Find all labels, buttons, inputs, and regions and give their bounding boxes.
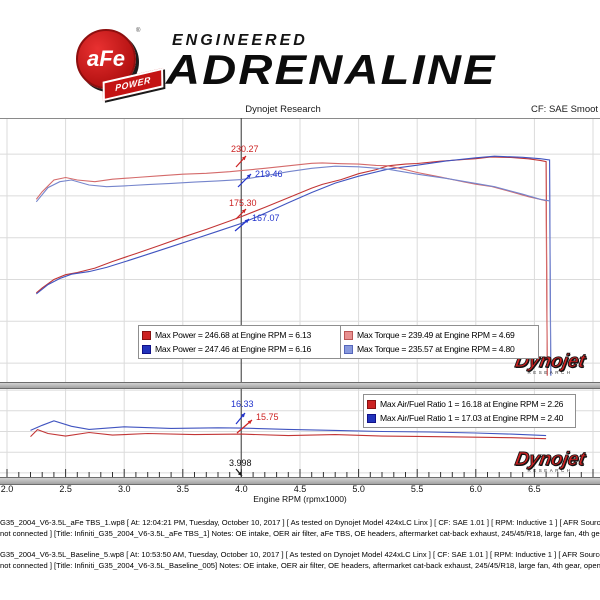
- x-tick-label: 4.5: [293, 484, 307, 494]
- title-adrenaline: ADRENALINE: [166, 46, 497, 93]
- afe-brand-text: aFe: [87, 46, 125, 71]
- legend-row: Max Air/Fuel Ratio 1 = 17.03 at Engine R…: [367, 411, 572, 425]
- legend-text: Max Air/Fuel Ratio 1 = 16.18 at Engine R…: [380, 399, 564, 409]
- x-tick-label: 2.0: [0, 484, 14, 494]
- legend-marker-icon: [367, 413, 376, 423]
- legend-text: Max Air/Fuel Ratio 1 = 17.03 at Engine R…: [380, 413, 564, 423]
- legend-box: Max Power = 246.68 at Engine RPM = 6.13 M…: [138, 325, 347, 359]
- annotation-arrowhead: [247, 420, 252, 425]
- annotation-label: 3.998: [229, 458, 252, 468]
- subtitle-dynojet-research: Dynojet Research: [245, 104, 321, 115]
- x-tick-label: 6.0: [469, 484, 483, 494]
- annotation-arrowhead: [241, 209, 246, 214]
- legend-marker-icon: [344, 344, 353, 354]
- afe-power-logo: aFe ® POWER: [70, 26, 180, 102]
- x-tick-label: 5.0: [352, 484, 365, 494]
- panel-divider-bar: [0, 382, 600, 389]
- registered-trademark-icon: ®: [136, 28, 141, 34]
- x-tick-label: 5.5: [410, 484, 424, 494]
- dynojet-watermark-sub: RESEARCH: [527, 370, 573, 375]
- series-line-torque-baseline: [35, 165, 552, 376]
- annotation-label: 16.33: [231, 399, 254, 409]
- x-tick-label: 4.0: [235, 484, 248, 494]
- x-tick-label: 3.5: [176, 484, 190, 494]
- legend-box: Max Torque = 239.49 at Engine RPM = 4.69…: [340, 325, 539, 359]
- run-info-line: not connected ] [Title: Infiniti_G35_200…: [0, 529, 600, 538]
- legend-row: Max Air/Fuel Ratio 1 = 16.18 at Engine R…: [367, 397, 572, 411]
- legend-text: Max Power = 247.46 at Engine RPM = 6.16: [155, 344, 312, 354]
- annotation-arrowhead: [246, 174, 251, 179]
- annotation-arrowhead: [244, 219, 249, 224]
- annotation-label: 175.30: [229, 198, 257, 208]
- legend-text: Max Torque = 239.49 at Engine RPM = 4.69: [357, 330, 515, 340]
- run-info-block-baseline: G35_2004_V6-3.5L_Baseline_5.wp8 [ At: 10…: [0, 549, 600, 571]
- legend-marker-icon: [367, 399, 376, 409]
- annotation-label: 15.75: [256, 412, 279, 422]
- dynojet-watermark: Dynojet RESEARCH: [501, 351, 599, 375]
- legend-text: Max Torque = 235.57 at Engine RPM = 4.80: [357, 344, 515, 354]
- dynojet-watermark-brand: Dynojet: [513, 449, 587, 471]
- series-line-power-baseline: [35, 155, 552, 376]
- legend-marker-icon: [142, 330, 151, 340]
- run-info-block-afe-tbs: G35_2004_V6-3.5L_aFe TBS_1.wp8 [ At: 12:…: [0, 517, 600, 539]
- run-info-line: not connected ] [Title: Infiniti_G35_200…: [0, 561, 600, 570]
- dynojet-watermark-sub: RESEARCH: [527, 468, 573, 473]
- legend-row: Max Power = 246.68 at Engine RPM = 6.13: [142, 328, 343, 342]
- annotation-label: 219.46: [255, 169, 283, 179]
- legend-row: Max Power = 247.46 at Engine RPM = 6.16: [142, 342, 343, 356]
- legend-marker-icon: [344, 330, 353, 340]
- x-axis-title: Engine RPM (rpmx1000): [253, 494, 347, 504]
- series-line-afr-afe-tbs: [30, 428, 547, 440]
- dynojet-watermark: Dynojet RESEARCH: [501, 449, 599, 473]
- series-line-afr-baseline: [30, 420, 547, 437]
- x-axis-bar: [0, 477, 600, 485]
- afe-logo-badge: aFe: [76, 29, 136, 89]
- legend-text: Max Power = 246.68 at Engine RPM = 6.13: [155, 330, 312, 340]
- legend-row: Max Torque = 239.49 at Engine RPM = 4.69: [344, 328, 535, 342]
- x-tick-label: 6.5: [528, 484, 541, 494]
- legend-marker-icon: [142, 344, 151, 354]
- run-info-line: G35_2004_V6-3.5L_Baseline_5.wp8 [ At: 10…: [0, 550, 600, 559]
- subtitle-correction-factor: CF: SAE Smoot: [531, 104, 599, 115]
- annotation-label: 230.27: [231, 144, 259, 154]
- annotation-label: 167.07: [252, 213, 280, 223]
- legend-box: Max Air/Fuel Ratio 1 = 16.18 at Engine R…: [363, 394, 576, 428]
- title-engineered: ENGINEERED: [172, 32, 308, 49]
- x-tick-label: 3.0: [117, 484, 131, 494]
- annotation-arrowhead: [240, 413, 245, 418]
- x-tick-label: 2.5: [59, 484, 72, 494]
- annotation-arrowhead: [241, 156, 246, 161]
- legend-row: Max Torque = 235.57 at Engine RPM = 4.80: [344, 342, 535, 356]
- run-info-line: G35_2004_V6-3.5L_aFe TBS_1.wp8 [ At: 12:…: [0, 518, 600, 527]
